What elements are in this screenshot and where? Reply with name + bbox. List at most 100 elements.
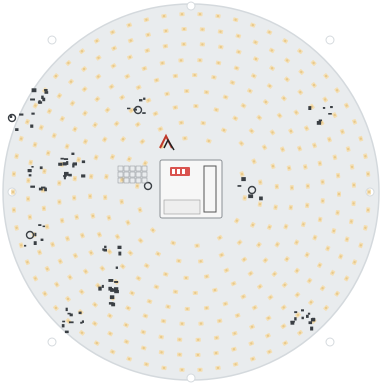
smd-component [41, 186, 46, 189]
led-chip [197, 58, 203, 63]
led-chip [24, 259, 31, 266]
led-chip [312, 234, 318, 241]
led-chip [274, 241, 281, 248]
led-chip [72, 126, 78, 133]
led-chip [302, 164, 308, 170]
led-chip [316, 262, 323, 269]
led-chip [57, 199, 62, 205]
smd-component [9, 115, 13, 118]
led-chip [37, 249, 43, 256]
led-chip [50, 241, 56, 248]
led-chip [143, 361, 150, 367]
led-chip [92, 301, 98, 308]
led-chip [165, 304, 171, 310]
led-chip [67, 274, 73, 281]
smd-component [72, 162, 77, 166]
led-chip [363, 153, 368, 160]
smd-component [81, 320, 84, 323]
led-chip [93, 340, 100, 346]
smd-component [81, 174, 86, 178]
led-chip [172, 105, 179, 110]
test-pad [141, 171, 148, 178]
led-chip [251, 304, 258, 311]
led-chip [247, 270, 254, 277]
led-chip [248, 340, 255, 346]
led-chip [358, 242, 364, 249]
led-chip [293, 109, 300, 116]
led-chip [319, 285, 326, 292]
led-chip [126, 156, 132, 163]
led-chip [199, 27, 206, 32]
led-chip [220, 127, 227, 133]
led-chip [111, 45, 118, 52]
led-chip [229, 80, 236, 86]
led-chip [179, 12, 185, 17]
smd-component [308, 106, 312, 110]
led-chip [88, 173, 94, 180]
led-chip [332, 154, 338, 161]
led-chip [212, 287, 218, 293]
led-chip [365, 207, 371, 213]
smd-component [44, 187, 47, 192]
smd-component [69, 313, 73, 317]
led-chip [158, 334, 165, 340]
smd-component [66, 161, 69, 165]
led-chip [288, 204, 294, 211]
led-chip [249, 22, 256, 28]
led-chip [334, 290, 340, 297]
led-chip [28, 159, 34, 166]
smd-component [81, 160, 86, 164]
led-chip [59, 217, 65, 224]
smd-component [80, 321, 83, 324]
smd-component [98, 286, 102, 291]
led-chip [78, 288, 85, 295]
led-chip [18, 242, 24, 249]
led-chip [109, 29, 116, 35]
led-chip [306, 277, 313, 284]
led-chip [159, 60, 166, 66]
test-pad [135, 177, 142, 184]
led-chip [126, 356, 133, 362]
led-chip [143, 262, 150, 269]
led-chip [223, 267, 230, 273]
smd-component [312, 317, 315, 321]
led-chip [308, 299, 314, 306]
led-chip [142, 313, 149, 319]
led-chip [137, 237, 144, 244]
test-pad [117, 177, 124, 184]
led-chip [216, 318, 223, 324]
smd-component [115, 266, 118, 269]
test-pad-grid [117, 165, 148, 184]
led-chip [252, 39, 259, 45]
led-chip [179, 367, 185, 372]
connector-strip [203, 165, 217, 213]
test-pad [135, 171, 142, 178]
mounting-hole [47, 35, 57, 45]
led-chip [215, 60, 222, 66]
led-chip [81, 66, 88, 72]
led-chip [241, 256, 248, 263]
test-pad [129, 165, 136, 172]
led-chip [284, 76, 290, 83]
led-chip [127, 38, 134, 44]
led-chip [135, 275, 142, 282]
led-chip [246, 88, 253, 94]
led-chip [88, 193, 93, 199]
led-chip [68, 78, 74, 85]
led-chip [14, 224, 19, 231]
smd-component [31, 112, 35, 115]
smd-component [28, 174, 32, 177]
led-chip [311, 82, 317, 89]
led-chip [310, 60, 317, 66]
test-pad [141, 165, 148, 172]
led-chip [183, 275, 189, 281]
led-chip [32, 141, 38, 148]
led-chip [213, 107, 220, 113]
led-chip [249, 324, 256, 330]
led-chip [193, 103, 199, 109]
led-chip [265, 315, 272, 321]
led-chip [256, 241, 262, 248]
led-chip [170, 240, 177, 246]
smd-component [62, 162, 67, 166]
